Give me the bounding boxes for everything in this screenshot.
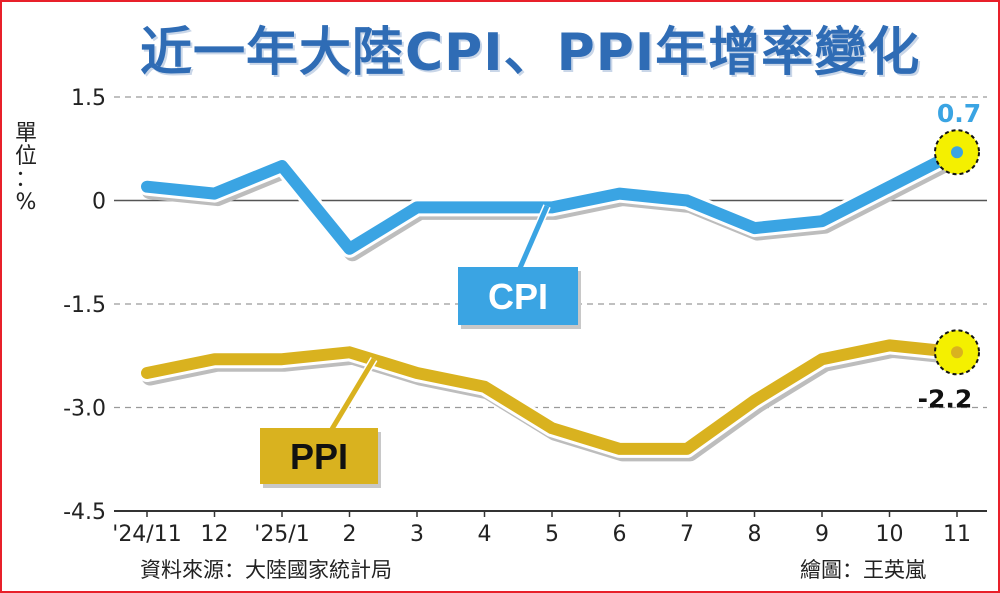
unit-char: 位 [14,144,37,170]
x-tick-label: 3 [410,522,424,547]
source-note: 資料來源：大陸國家統計局 [140,558,392,582]
ppi-end-point [951,346,963,359]
ppi-callout-box [260,428,378,484]
ppi-end-value-label: -2.2 [918,384,973,413]
x-tick-label: 6 [613,522,627,547]
cpi-callout-label: CPI [488,276,548,317]
x-tick-label: '25/1 [254,522,309,547]
x-tick-label: 7 [680,522,694,547]
x-tick-label: 4 [478,522,492,547]
ppi-callout-leader [329,357,377,431]
x-tick-label: '24/11 [112,522,181,547]
unit-char: ： [14,167,37,193]
cpi-end-point [951,146,963,159]
credit-note: 繪圖：王英嵐 [800,558,926,582]
ppi-line [141,339,963,455]
y-tick-label: -1.5 [63,293,106,318]
unit-label: 單 位 ： % [12,122,40,214]
unit-char: 單 [14,121,37,146]
x-tick-label: 2 [343,522,357,547]
y-tick-label: -4.5 [63,500,106,525]
x-tick-label: 9 [815,522,829,547]
cpi-line [141,146,963,255]
cpi-callout-leader [517,205,550,269]
x-tick-label: 10 [876,522,904,547]
y-tick-label: -3.0 [63,397,106,422]
x-tick-label: 12 [201,522,229,547]
x-tick-label: 11 [943,522,971,547]
y-tick-label: 1.5 [71,86,106,111]
cpi-callout-box [458,267,578,325]
cpi-end-value-label: 0.7 [937,99,981,128]
unit-char: % [15,190,37,216]
x-tick-label: 5 [545,522,559,547]
ppi-callout-label: PPI [290,436,348,477]
x-tick-label: 8 [748,522,762,547]
chart-title: 近一年大陸CPI、PPI年增率變化 [140,23,921,83]
y-tick-label: 0 [92,190,106,215]
